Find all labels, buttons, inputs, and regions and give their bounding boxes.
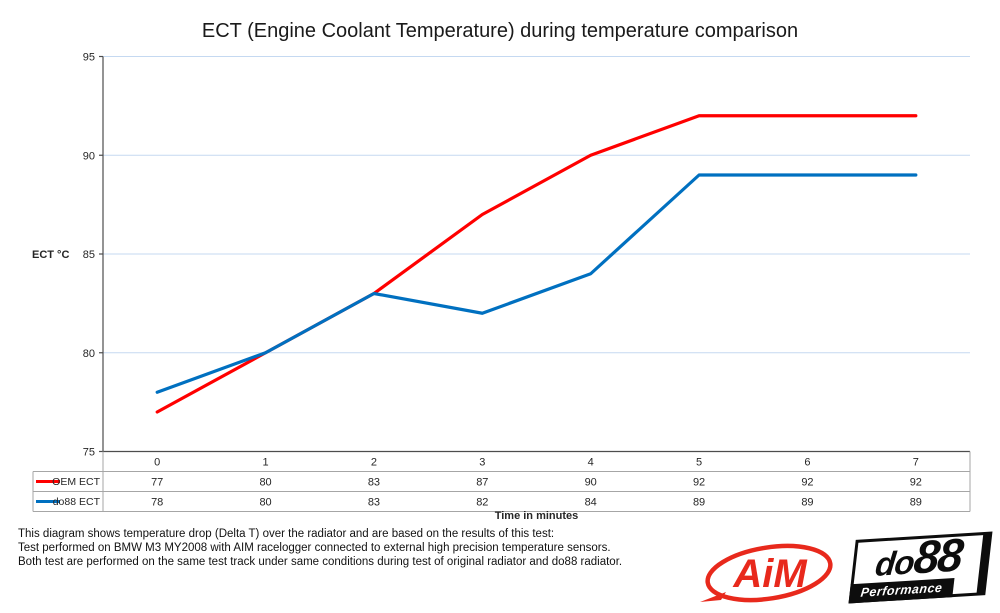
legend-label: OEM ECT [52,476,100,488]
table-value: 92 [693,477,705,489]
table-value: 83 [368,497,380,509]
table-value: 83 [368,477,380,489]
x-category-label: 5 [696,457,702,469]
y-axis-title: ECT °C [32,249,70,261]
aim-logo-text: AiM [732,552,808,596]
y-tick-label: 80 [83,348,95,360]
footnote-line: Both test are performed on the same test… [18,556,623,569]
y-tick-label: 90 [83,150,95,162]
aim-logo: AiM [700,543,833,603]
aim-logo-swoosh-tail [700,592,726,602]
table-value: 89 [693,497,705,509]
do88-logo-text: do88 [853,526,984,588]
table-value: 84 [585,497,597,509]
do88-logo: do88 Performance [848,528,993,604]
aim-logo-ellipse [705,543,833,603]
y-tick-label: 75 [83,447,95,459]
x-category-label: 1 [263,457,269,469]
table-value: 80 [259,497,271,509]
table-value: 89 [801,497,813,509]
x-axis-title: Time in minutes [494,510,579,522]
x-category-label: 6 [804,457,810,469]
table-value: 77 [151,477,163,489]
footnote-line: Test performed on BMW M3 MY2008 with AIM… [18,542,611,555]
chart-title: ECT (Engine Coolant Temperature) during … [201,20,799,42]
series-line-do88-ect [155,173,918,394]
series-line-oem-ect [155,114,918,414]
table-value: 78 [151,497,163,509]
legend-label: do88 ECT [53,496,101,508]
x-category-label: 0 [154,457,160,469]
footnote-line: This diagram shows temperature drop (Del… [18,528,555,540]
table-value: 90 [585,477,597,489]
footnote-block: This diagram shows temperature drop (Del… [18,527,622,570]
do88-logo-text-88: 88 [911,528,965,584]
table-value: 92 [910,477,922,489]
y-tick-label: 85 [83,249,95,261]
x-category-label: 7 [913,457,919,469]
do88-logo-text-do: do [873,543,916,583]
x-category-label: 4 [588,457,594,469]
table-value: 87 [476,477,488,489]
table-value: 80 [259,477,271,489]
table-value: 92 [801,477,813,489]
table-value: 82 [476,497,488,509]
y-tick-label: 95 [83,52,95,64]
table-value: 89 [910,497,922,509]
x-category-label: 2 [371,457,377,469]
x-category-label: 3 [479,457,485,469]
